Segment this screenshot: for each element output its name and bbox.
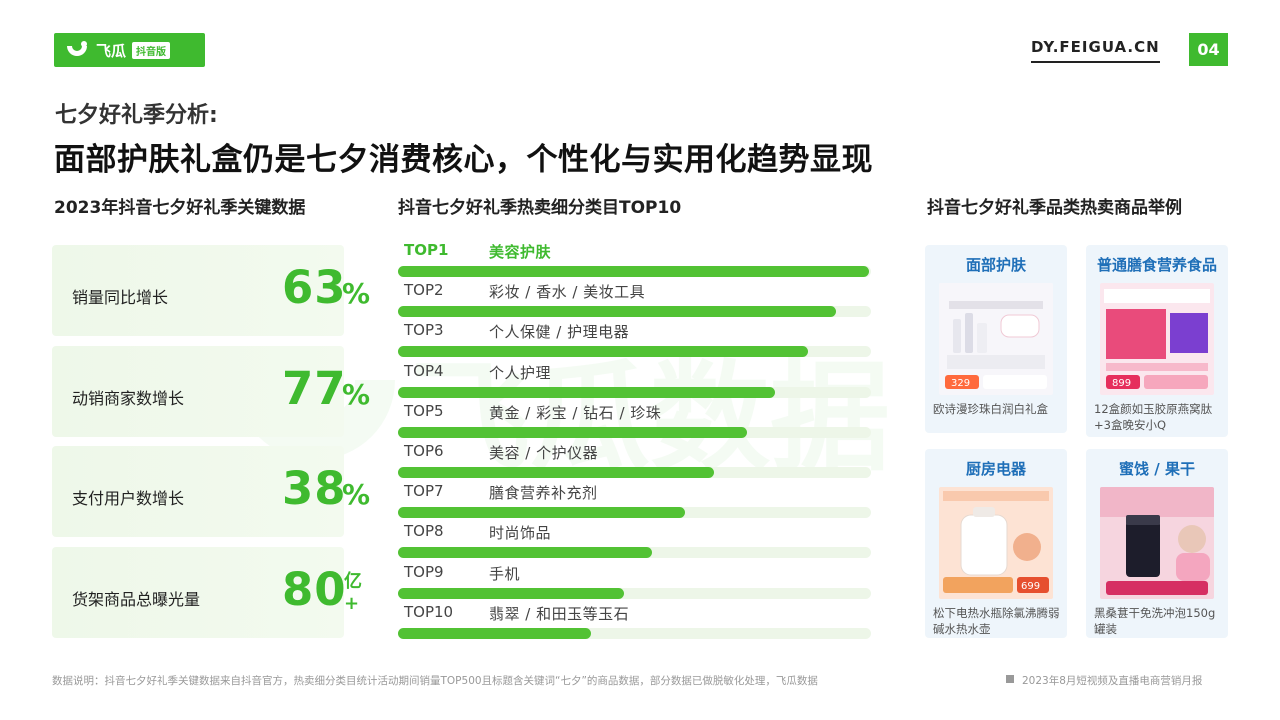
page-subtitle: 七夕好礼季分析: [55,103,218,128]
page-number: 04 [1189,33,1228,66]
product-price: 329 [951,378,970,389]
ranking-row: TOP9 手机 [398,563,873,603]
kpi-unit: 亿+ [344,571,362,614]
rank-label: TOP8 [404,522,444,541]
product-card-dried-fruit[interactable]: 蜜饯 / 果干 黑桑葚干免洗冲泡150g罐装 [1086,449,1228,638]
product-image-dried-fruit [1100,487,1214,599]
bar-track [398,346,871,358]
ranking-bar [398,507,686,519]
product-caption: 松下电热水瓶除氯沸腾弱碱水热水壶 [933,606,1060,636]
product-card-nutrition[interactable]: 普通膳食营养食品 899 12盒颜如玉胶原燕窝肽+3盒晚安小Q [1086,245,1228,437]
ranking-row: TOP2 彩妆 / 香水 / 美妆工具 [398,281,873,321]
bar-track [398,306,871,318]
ranking-row: TOP4 个人护理 [398,362,873,402]
kpi-label: 货架商品总曝光量 [72,590,201,609]
rank-category: 时尚饰品 [489,524,552,543]
feigua-logo-icon [67,41,87,56]
ranking-bar [398,306,837,318]
bar-track [398,266,871,277]
product-category: 面部护肤 [965,256,1026,274]
product-category: 蜜饯 / 果干 [1119,460,1195,478]
rank-category: 黄金 / 彩宝 / 钻石 / 珍珠 [489,403,662,422]
bar-track [398,507,871,519]
ranking-section-title: 抖音七夕好礼季热卖细分类目TOP10 [398,198,682,218]
logo-text: 飞瓜 [96,41,127,60]
logo-tag: 抖音版 [132,41,171,59]
rank-label: TOP4 [404,361,444,380]
product-category: 厨房电器 [965,460,1026,478]
ranking-bar [398,627,592,639]
product-card-skincare[interactable]: 面部护肤 329 欧诗漫珍珠白润白礼盒 [925,245,1067,433]
kpi-value: 63 [282,261,347,314]
kpi-card-sales-growth: 销量同比增长 63 % [52,245,370,336]
ranking-row: TOP10 翡翠 / 和田玉等玉石 [398,603,873,643]
kpi-unit: % [342,277,371,310]
page-title: 面部护肤礼盒仍是七夕消费核心，个性化与实用化趋势显现 [54,142,873,178]
bar-track [398,386,871,398]
bar-track [398,467,871,478]
kpi-label: 销量同比增长 [72,288,169,307]
rank-category: 彩妆 / 香水 / 美妆工具 [489,283,646,302]
ranking-bar [398,266,869,277]
ranking-bar [398,426,747,438]
rank-label: TOP10 [404,602,454,621]
rank-label: TOP1 [404,241,449,259]
rank-category: 翡翠 / 和田玉等玉石 [489,604,630,623]
product-image-skincare: 329 [939,283,1053,395]
ranking-row: TOP5 黄金 / 彩宝 / 钻石 / 珍珠 [398,402,873,442]
product-category: 普通膳食营养食品 [1096,256,1217,274]
site-url[interactable]: DY.FEIGUA.CN [1031,38,1160,63]
kpi-label: 动销商家数增长 [72,389,185,408]
footer-data-note: 数据说明：抖音七夕好礼季关键数据来自抖音官方，热卖细分类目统计活动期间销量TOP… [52,675,818,687]
rank-label: TOP3 [404,321,444,340]
product-caption: 欧诗漫珍珠白润白礼盒 [933,402,1048,416]
rank-label: TOP6 [404,442,444,460]
kpi-card-user-growth: 支付用户数增长 38 % [52,446,370,537]
ranking-row: TOP1 美容护肤 [398,241,873,281]
rank-category: 膳食营养补充剂 [489,484,598,503]
ranking-bar [398,467,714,478]
rank-category: 个人保健 / 护理电器 [489,323,630,342]
kpi-section-title: 2023年抖音七夕好礼季关键数据 [54,198,306,218]
rank-label: TOP5 [404,401,444,420]
bar-track [398,426,871,438]
bar-track [398,627,871,639]
ranking-row: TOP6 美容 / 个护仪器 [398,442,873,482]
rank-category: 手机 [489,564,521,583]
bar-track [398,587,871,599]
product-price: 699 [1021,581,1040,592]
kpi-label: 支付用户数增长 [72,489,185,508]
kpi-value: 77 [282,362,347,415]
footer-source: 2023年8月短视频及直播电商营销月报 [1022,675,1203,687]
kpi-card-merchant-growth: 动销商家数增长 77 % [52,346,370,437]
ranking-bar [398,386,775,398]
products-section-title: 抖音七夕好礼季品类热卖商品举例 [927,198,1182,218]
kpi-value: 80 [282,563,347,616]
kpi-unit: % [342,478,371,511]
kpi-value: 38 [282,462,347,515]
feigua-logo: 飞瓜 抖音版 [54,33,205,67]
bar-track [398,547,871,559]
rank-label: TOP2 [404,281,444,300]
product-caption: 12盒颜如玉胶原燕窝肽+3盒晚安小Q [1094,402,1213,432]
product-card-kitchen[interactable]: 厨房电器 699 松下电热水瓶除氯沸腾弱碱水热水壶 [925,449,1067,638]
ranking-row: TOP3 个人保健 / 护理电器 [398,321,873,361]
rank-category: 美容 / 个护仪器 [489,444,599,462]
rank-category: 美容护肤 [489,243,552,261]
rank-label: TOP9 [404,562,444,581]
product-caption: 黑桑葚干免洗冲泡150g罐装 [1094,606,1216,636]
kpi-unit: % [342,378,371,411]
footer-bullet-icon [1006,675,1014,683]
rank-category: 个人护理 [489,363,552,382]
ranking-row: TOP7 膳食营养补充剂 [398,482,873,522]
ranking-row: TOP8 时尚饰品 [398,522,873,562]
product-price: 899 [1112,378,1131,389]
kpi-card-exposure: 货架商品总曝光量 80 亿+ [52,547,362,638]
ranking-bar [398,346,808,358]
rank-label: TOP7 [404,482,444,501]
ranking-bar [398,547,653,559]
product-image-nutrition: 899 [1100,283,1214,395]
ranking-bar [398,587,625,599]
product-image-kitchen: 699 [939,487,1053,599]
